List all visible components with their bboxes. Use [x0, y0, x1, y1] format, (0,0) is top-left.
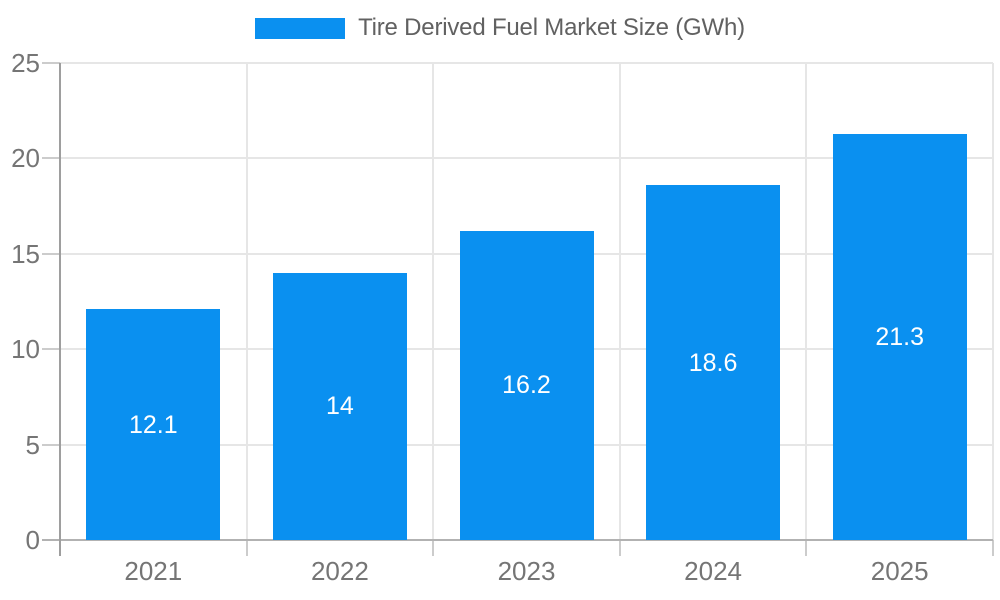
gridline-horizontal [60, 157, 993, 160]
gridline-vertical [245, 63, 248, 540]
x-tick-mark [805, 540, 808, 556]
y-tick-label: 10 [11, 334, 40, 365]
y-tick-mark [42, 348, 60, 351]
x-tick-label: 2023 [497, 556, 556, 586]
legend[interactable]: Tire Derived Fuel Market Size (GWh) [0, 14, 1000, 42]
y-axis-line [59, 63, 61, 556]
x-tick-label: 2022 [310, 556, 369, 586]
x-tick-mark [618, 540, 621, 556]
bar[interactable] [459, 230, 594, 540]
x-axis-line [42, 539, 993, 541]
bar-value-label: 16.2 [502, 371, 551, 400]
y-tick-mark [42, 252, 60, 255]
x-tick-label: 2024 [684, 556, 743, 586]
x-tick-label: 2021 [124, 556, 183, 586]
x-tick-label: 2025 [870, 556, 929, 586]
bar[interactable] [86, 309, 221, 540]
gridline-vertical [618, 63, 621, 540]
y-tick-label: 25 [11, 48, 40, 78]
y-tick-label: 0 [25, 525, 40, 555]
bar-value-label: 21.3 [875, 322, 925, 351]
bar[interactable] [646, 185, 781, 540]
y-tick-mark [42, 62, 60, 64]
gridline-vertical [432, 63, 435, 540]
bar-value-label: 14 [325, 392, 354, 421]
bar[interactable] [832, 133, 967, 540]
y-tick-label: 5 [25, 429, 40, 460]
x-tick-mark [245, 540, 248, 556]
y-tick-label: 15 [11, 238, 40, 269]
gridline-vertical [992, 63, 994, 540]
bar-value-label: 18.6 [688, 348, 738, 377]
bar-value-label: 12.1 [128, 410, 178, 439]
y-tick-mark [42, 157, 60, 160]
legend-swatch [255, 17, 346, 39]
gridline-vertical [805, 63, 808, 540]
y-tick-label: 20 [11, 143, 40, 174]
x-tick-mark [992, 540, 994, 556]
y-tick-mark [42, 443, 60, 446]
bar[interactable] [272, 272, 407, 540]
gridline-horizontal [60, 62, 993, 64]
x-tick-mark [432, 540, 435, 556]
legend-label: Tire Derived Fuel Market Size (GWh) [358, 14, 745, 41]
